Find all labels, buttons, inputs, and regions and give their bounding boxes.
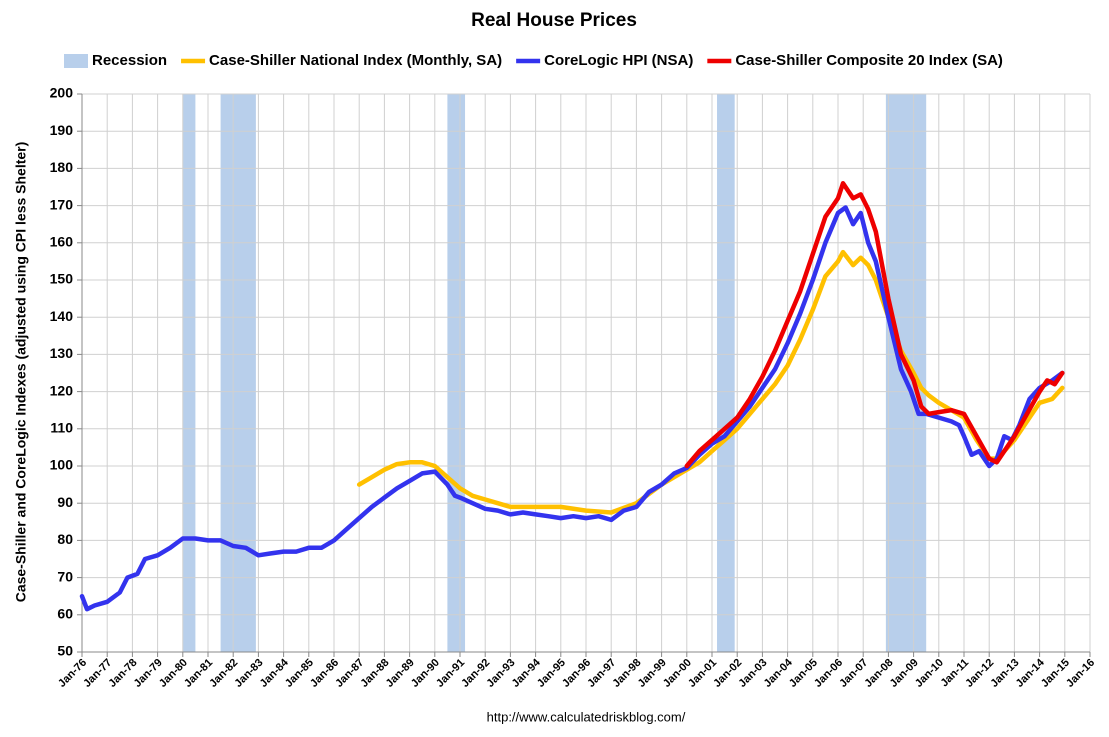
y-tick-label: 180: [50, 159, 74, 175]
y-tick-label: 120: [50, 382, 74, 398]
y-tick-label: 160: [50, 234, 74, 250]
y-tick-label: 110: [50, 420, 73, 436]
series-line: [684, 181, 1065, 469]
legend-label: CoreLogic HPI (NSA): [544, 52, 693, 69]
y-tick-label: 80: [57, 531, 73, 547]
y-tick-label: 190: [50, 122, 74, 138]
x-tick-label: Jan-10: [913, 657, 946, 690]
y-tick-label: 70: [57, 568, 73, 584]
recession-band: [220, 94, 256, 652]
y-tick-label: 90: [57, 494, 73, 510]
legend-label: Case-Shiller Composite 20 Index (SA): [735, 52, 1003, 69]
legend: Recession Case-Shiller National Index (Mo…: [64, 52, 1003, 69]
y-tick-label: 100: [50, 457, 74, 473]
y-tick-label: 150: [50, 271, 74, 287]
y-tick-label: 200: [50, 85, 74, 101]
y-tick-label: 50: [57, 643, 73, 659]
legend-swatch: [64, 54, 88, 68]
footer: http://www.calculatedriskblog.com/: [487, 709, 686, 724]
legend-label: Recession: [92, 52, 167, 69]
legend-label: Case-Shiller National Index (Monthly, SA…: [209, 52, 502, 69]
recession-band: [447, 94, 466, 652]
recession-band: [717, 94, 735, 652]
y-tick-label: 60: [57, 606, 73, 622]
y-tick-label: 130: [50, 345, 74, 361]
x-tick-label: Jan-16: [1064, 657, 1097, 690]
recession-band: [885, 94, 927, 652]
y-tick-label: 140: [50, 308, 74, 324]
y-tick-label: 170: [50, 196, 74, 212]
y-axis-label: Case-Shiller and CoreLogic Indexes (adju…: [13, 142, 29, 603]
recession-band: [182, 94, 196, 652]
chart-title: Real House Prices: [471, 10, 637, 31]
